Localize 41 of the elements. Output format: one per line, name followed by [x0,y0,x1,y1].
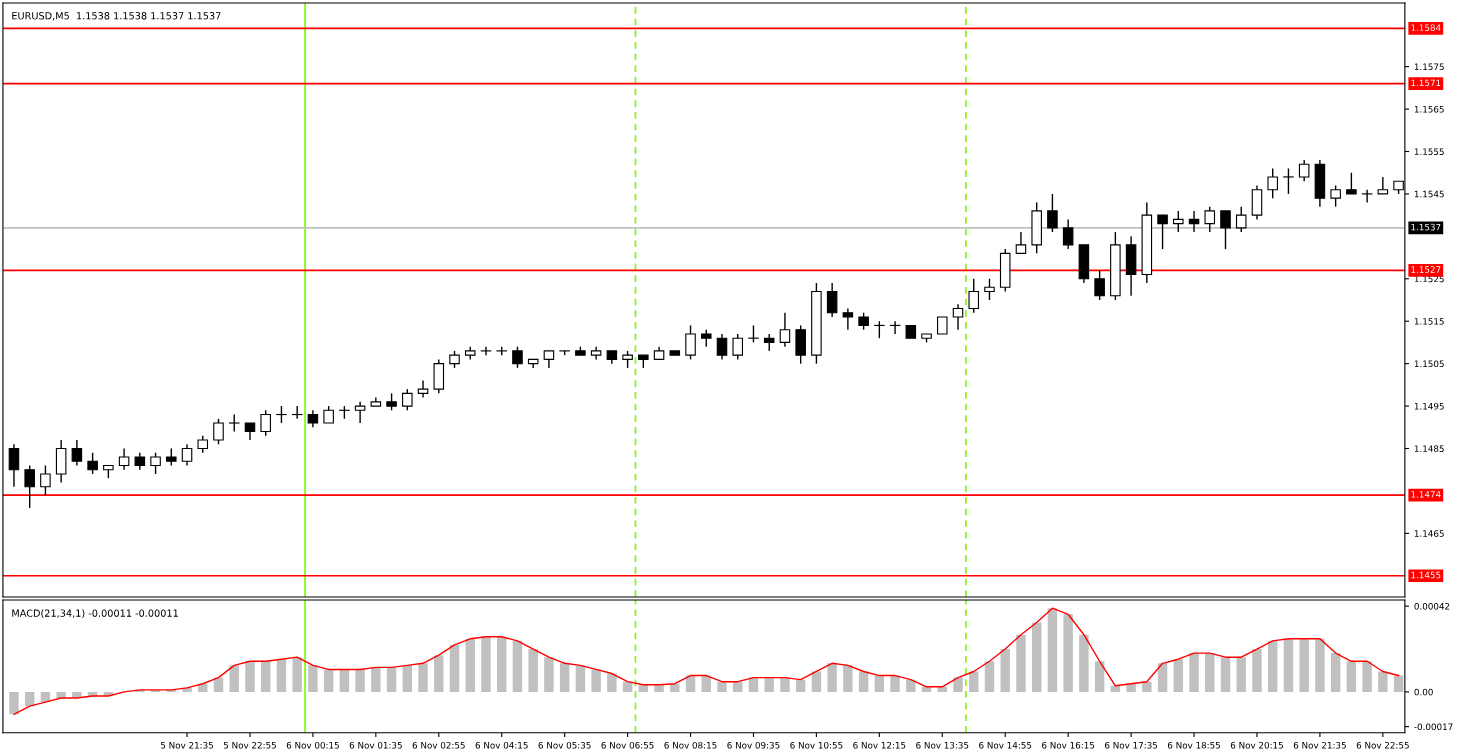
text: EURUSD,M5 1.1538 1.1538 1.1537 1.1537 [12,12,221,21]
y-tick-label: 1.1555 [1414,148,1444,155]
x-tick-label: 6 Nov 14:55 [979,741,1032,749]
x-tick-label: 6 Nov 10:55 [790,741,843,749]
x-tick-label: 6 Nov 00:15 [286,741,339,749]
x-tick-label: 6 Nov 13:35 [916,741,969,749]
x-tick-label: 6 Nov 21:35 [1293,741,1346,749]
x-tick-label: 6 Nov 09:35 [727,741,780,749]
x-tick-label: 6 Nov 18:55 [1167,741,1220,749]
ref-line-label: 1.1537 [1411,223,1441,231]
x-tick-label: 6 Nov 04:15 [475,741,528,749]
y-tick-label: 1.1505 [1414,360,1444,368]
y-tick-label: 1.1495 [1414,402,1444,410]
y-tick-label: 1.1565 [1414,105,1444,113]
x-tick-label: 6 Nov 01:35 [349,741,402,749]
x-tick-label: 6 Nov 05:35 [538,741,591,749]
y-tick-label: 1.1515 [1414,318,1444,325]
x-tick-label: 5 Nov 21:35 [160,741,213,749]
x-tick-label: 6 Nov 02:55 [412,741,465,749]
x-tick-label: 6 Nov 20:15 [1230,741,1283,749]
y-tick-label: 0.00042 [1414,602,1450,610]
ref-line-label: 1.1527 [1411,266,1441,273]
y-tick-label: -0.00017 [1414,723,1453,731]
y-tick-label: 1.1525 [1414,275,1444,283]
x-tick-label: 6 Nov 08:15 [664,741,717,749]
x-tick-label: 5 Nov 22:55 [223,741,276,749]
ref-line-label: 1.1584 [1411,24,1441,31]
x-tick-label: 6 Nov 17:35 [1105,741,1158,749]
y-tick-label: 1.1465 [1414,530,1444,537]
x-tick-label: 6 Nov 06:55 [601,741,654,749]
x-tick-label: 6 Nov 22:55 [1356,741,1409,749]
y-tick-label: 0.00 [1414,688,1433,696]
ref-line-label: 1.1474 [1411,491,1441,498]
y-tick-label: 1.1485 [1414,445,1444,452]
ref-line-label: 1.1455 [1411,571,1441,579]
x-tick-label: 6 Nov 12:15 [853,741,906,749]
text: MACD(21,34,1) -0.00011 -0.00011 [12,609,178,618]
ref-line-label: 1.1571 [1411,79,1441,87]
x-tick-label: 6 Nov 16:15 [1042,741,1095,749]
y-tick-label: 1.1575 [1414,63,1444,71]
y-tick-label: 1.1545 [1414,190,1444,198]
